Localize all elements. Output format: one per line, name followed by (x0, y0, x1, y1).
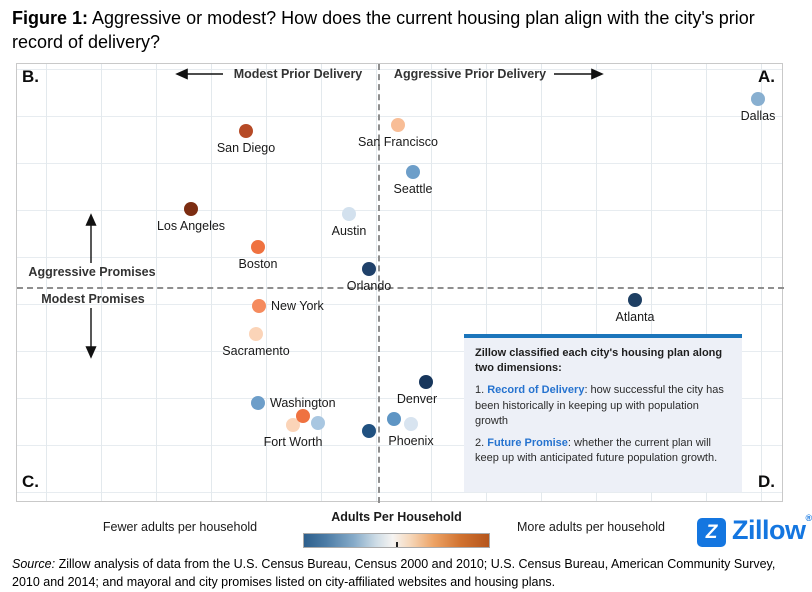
zillow-logo-icon: Z (697, 518, 726, 547)
x-axis-modest-label: Modest Prior Delivery (233, 67, 363, 81)
legend-title: Adults Per Household (331, 510, 462, 524)
horizontal-divider-dashed-line (17, 287, 784, 289)
city-dot-unlabeled (387, 412, 401, 426)
city-dot-seattle (406, 165, 420, 179)
legend-right-label: More adults per household (516, 520, 665, 534)
figure-title-text: Aggressive or modest? How does the curre… (12, 8, 755, 52)
city-label-boston: Boston (238, 257, 278, 271)
city-label-san-francisco: San Francisco (358, 135, 438, 149)
city-dot-unlabeled (311, 416, 325, 430)
info-box-heading: Zillow classified each city's housing pl… (475, 347, 723, 375)
classification-info-box: Zillow classified each city's housing pl… (464, 334, 742, 492)
city-label-sacramento: Sacramento (222, 344, 290, 358)
source-note: Source: Zillow analysis of data from the… (12, 556, 802, 592)
city-label-dallas: Dallas (740, 109, 776, 123)
city-label-fort-worth: Fort Worth (263, 435, 323, 449)
source-text: Zillow analysis of data from the U.S. Ce… (12, 557, 776, 589)
figure-title-prefix: Figure 1: (12, 8, 89, 28)
city-label-atlanta: Atlanta (615, 310, 655, 324)
city-dot-boston (251, 240, 265, 254)
city-label-phoenix: Phoenix (388, 434, 434, 448)
color-gradient-bar (303, 533, 490, 548)
item-1-term: Record of Delivery (487, 384, 585, 397)
zillow-logo-text: Zillow® (732, 513, 812, 546)
city-label-seattle: Seattle (393, 182, 433, 196)
city-label-new-york: New York (271, 299, 324, 313)
gradient-midpoint-tick (395, 542, 398, 547)
legend-left-label: Fewer adults per household (102, 520, 258, 534)
item-2-term: Future Promise (487, 436, 568, 449)
zillow-z-glyph: Z (705, 521, 718, 543)
city-dot-unlabeled (296, 409, 310, 423)
item-2-number: 2. (475, 436, 488, 449)
quadrant-label-b: B. (22, 67, 39, 86)
city-dot-washington (251, 396, 265, 410)
city-label-washington: Washington (270, 396, 336, 410)
plot-area: B. A. C. D. Modest Prior Delivery Aggres… (16, 63, 784, 503)
city-dot-orlando (362, 262, 376, 276)
vertical-divider-dashed-line (378, 64, 380, 503)
city-label-los-angeles: Los Angeles (156, 219, 226, 233)
city-label-denver: Denver (396, 392, 438, 406)
info-box-item-1: 1. Record of Delivery: how successful th… (475, 383, 730, 429)
quadrant-label-a: A. (758, 67, 775, 86)
city-dot-san-diego (239, 124, 253, 138)
city-dot-denver (419, 375, 433, 389)
city-label-austin: Austin (331, 224, 367, 238)
quadrant-label-c: C. (22, 472, 39, 491)
figure-title: Figure 1: Aggressive or modest? How does… (12, 7, 757, 55)
city-dot-san-francisco (391, 118, 405, 132)
city-dot-fort-worth (286, 418, 300, 432)
city-dot-austin (342, 207, 356, 221)
city-dot-los-angeles (184, 202, 198, 216)
zillow-wordmark: Zillow (732, 515, 806, 545)
item-2-text: : whether the current plan will keep up … (475, 436, 718, 465)
info-box-item-2: 2. Future Promise: whether the current p… (475, 436, 730, 466)
city-dot-unlabeled (362, 424, 376, 438)
city-dot-phoenix (404, 417, 418, 431)
city-dot-dallas (751, 92, 765, 106)
x-axis-aggressive-label: Aggressive Prior Delivery (393, 67, 547, 81)
city-dot-new-york (252, 299, 266, 313)
city-dot-atlanta (628, 293, 642, 307)
city-label-san-diego: San Diego (216, 141, 276, 155)
source-label: Source: (12, 557, 56, 571)
item-1-number: 1. (475, 384, 488, 397)
city-dot-sacramento (249, 327, 263, 341)
city-label-orlando: Orlando (346, 279, 392, 293)
y-axis-aggressive-label: Aggressive Promises (28, 265, 156, 279)
registered-mark: ® (805, 513, 812, 523)
y-axis-modest-label: Modest Promises (41, 292, 145, 306)
quadrant-label-d: D. (758, 472, 775, 491)
item-1-text: : how successful the city has been histo… (475, 384, 724, 427)
